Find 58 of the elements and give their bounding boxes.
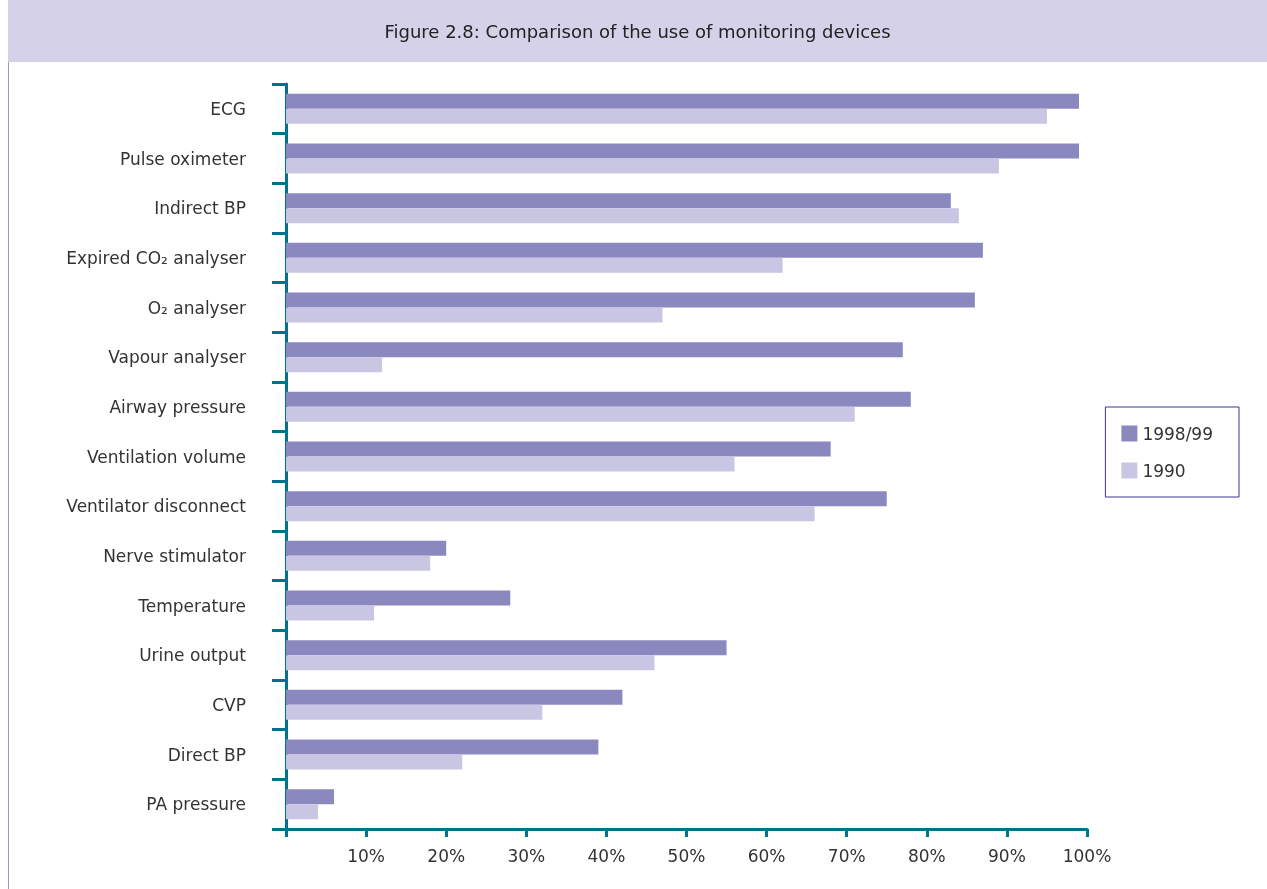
legend-label: 1990 — [1142, 460, 1186, 481]
x-tick-label: 30% — [507, 845, 546, 866]
y-tick-label: Urine output — [139, 645, 247, 666]
x-tick-label: 10% — [347, 845, 385, 866]
bar — [286, 143, 1079, 159]
bar — [286, 93, 1079, 109]
y-tick-label: Pulse oximeter — [120, 148, 247, 169]
y-tick-label: PA pressure — [146, 794, 246, 815]
y-tick-label: Indirect BP — [154, 198, 246, 219]
chart-title: Figure 2.8: Comparison of the use of monitoring devices — [8, 0, 1267, 62]
bar — [286, 640, 727, 656]
y-tick-label: Expired CO₂ analyser — [66, 247, 246, 268]
bar — [286, 357, 383, 373]
bar — [286, 441, 831, 457]
bar — [286, 689, 623, 705]
legend-label: 1998/99 — [1142, 423, 1213, 444]
bar — [286, 590, 511, 606]
bar — [286, 242, 983, 258]
y-tick-label: ECG — [210, 98, 246, 119]
x-tick-label: 70% — [827, 845, 866, 866]
y-tick-label: Ventilator disconnect — [66, 496, 247, 517]
bar — [286, 739, 599, 755]
x-tick-label: 60% — [747, 845, 786, 866]
bar — [286, 108, 1047, 124]
bar — [286, 391, 911, 407]
bar — [286, 307, 663, 323]
bar — [286, 456, 735, 472]
y-tick-label: Nerve stimulator — [103, 545, 246, 566]
bar — [286, 292, 975, 308]
bar — [286, 789, 335, 805]
bar — [286, 491, 887, 507]
bar — [286, 193, 951, 209]
y-tick-label: Ventilation volume — [86, 446, 246, 467]
y-tick-label: Vapour analyser — [108, 347, 246, 368]
y-tick-label: Direct BP — [167, 744, 246, 765]
y-tick-label: O₂ analyser — [147, 297, 246, 318]
bar — [286, 704, 543, 720]
x-tick-label: 40% — [587, 845, 626, 866]
y-tick-label: Temperature — [137, 595, 246, 616]
x-tick-label: 80% — [907, 845, 946, 866]
bar — [286, 540, 447, 556]
x-tick-label: 20% — [427, 845, 466, 866]
bar — [286, 754, 463, 770]
bar — [286, 655, 655, 671]
bar — [286, 555, 431, 571]
bar — [286, 406, 855, 422]
x-tick-label: 50% — [667, 845, 706, 866]
bar — [286, 804, 319, 820]
y-tick-label: CVP — [212, 694, 246, 715]
bar — [286, 342, 903, 358]
bar — [286, 208, 959, 224]
bar — [286, 605, 375, 621]
bar — [286, 158, 999, 174]
bar — [286, 506, 815, 522]
y-tick-label: Airway pressure — [109, 396, 246, 417]
bar — [286, 257, 783, 273]
x-tick-label: 90% — [988, 845, 1026, 866]
x-tick-label: 100% — [1062, 845, 1112, 866]
